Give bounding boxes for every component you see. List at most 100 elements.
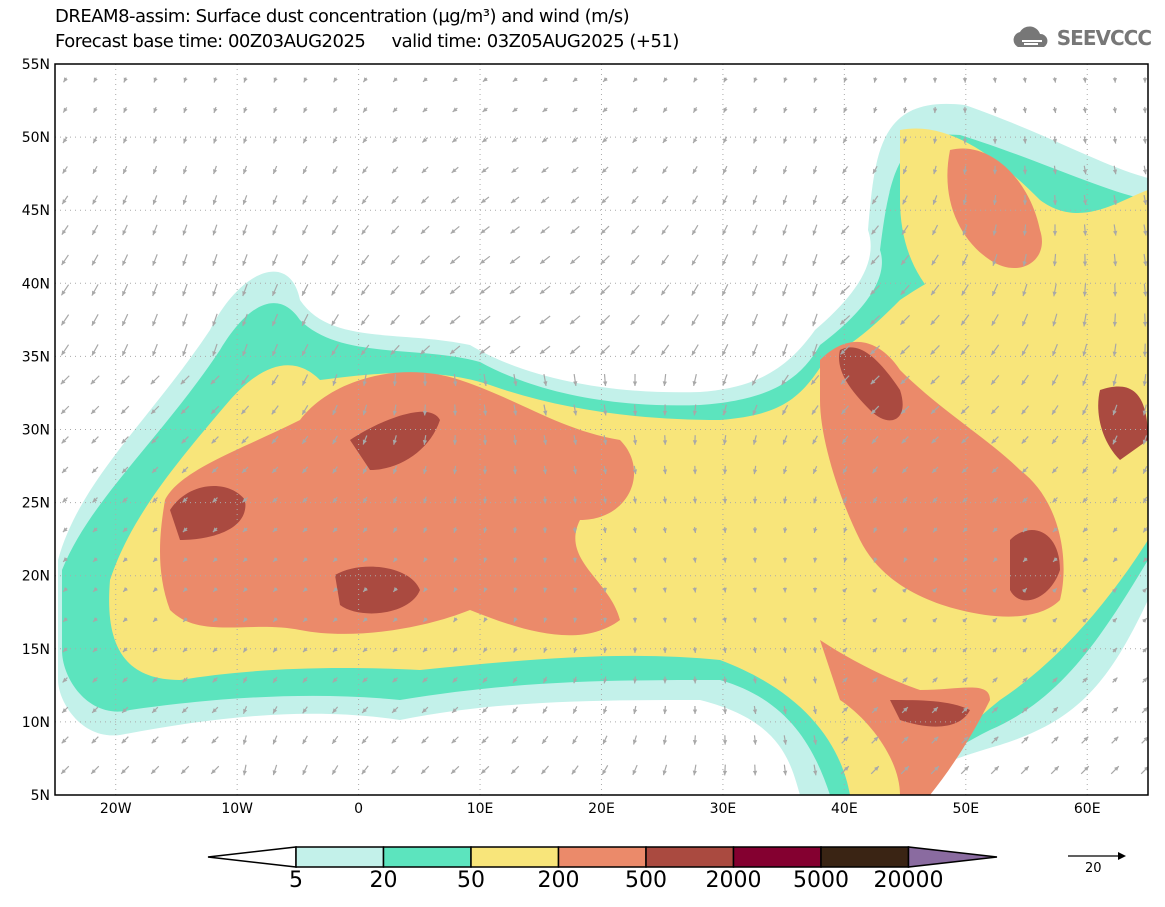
wind-arrow [213, 106, 218, 114]
wind-arrow [482, 435, 488, 445]
wind-arrow [422, 107, 428, 113]
wind-arrow [872, 617, 878, 623]
wind-arrow [182, 254, 188, 266]
wind-arrow [121, 466, 129, 474]
wind-arrow [512, 107, 518, 113]
wind-arrow [782, 705, 788, 715]
wind-arrow [931, 706, 939, 714]
wind-arrow [1022, 77, 1027, 83]
wind-arrow [722, 435, 728, 445]
wind-arrow [482, 465, 488, 475]
colorbar-label: 200 [537, 868, 580, 893]
wind-arrow [602, 107, 608, 113]
wind-arrow [812, 224, 818, 236]
wind-arrow [1051, 466, 1059, 474]
lat-label: 10N [22, 715, 50, 731]
wind-arrow [692, 647, 697, 653]
wind-arrow [242, 195, 248, 205]
wind-arrow [782, 165, 788, 175]
wind-arrow [152, 224, 158, 236]
wind-arrow [420, 765, 430, 775]
wind-arrow [962, 497, 968, 503]
wind-reference-arrow [1068, 852, 1126, 860]
wind-arrow [212, 283, 218, 297]
colorbar-swatch [732, 846, 822, 868]
wind-arrow [513, 373, 518, 387]
wind-arrow [391, 166, 399, 174]
wind-arrow [572, 587, 578, 593]
wind-arrow [722, 374, 728, 386]
wind-arrow [839, 285, 851, 295]
wind-arrow [481, 166, 489, 174]
wind-arrow [842, 677, 848, 683]
wind-arrow [392, 77, 398, 83]
wind-arrow [61, 706, 69, 714]
wind-arrow [871, 435, 879, 445]
wind-arrow [422, 404, 428, 416]
wind-arrow [302, 617, 308, 623]
wind-arrow [723, 106, 728, 114]
wind-arrow [153, 77, 158, 83]
wind-arrow [813, 165, 818, 175]
wind-arrow [453, 587, 458, 593]
wind-arrow [212, 224, 218, 236]
wind-arrow [782, 557, 788, 563]
wind-arrow [722, 764, 728, 776]
wind-arrow [301, 224, 309, 236]
wind-arrow [692, 404, 698, 416]
wind-arrow [452, 373, 458, 387]
wind-arrow [420, 225, 430, 235]
wind-arrow [1142, 617, 1148, 623]
wind-arrow [873, 527, 878, 533]
wind-arrow [1021, 344, 1029, 356]
wind-arrow [991, 466, 999, 474]
wind-arrow [569, 345, 581, 355]
wind-arrow [692, 735, 698, 745]
wind-arrow [152, 343, 158, 357]
wind-arrow [722, 224, 728, 236]
wind-arrow [692, 705, 698, 715]
logo-text: SEEVCCC [1056, 26, 1152, 50]
wind-arrow [512, 496, 518, 504]
wind-arrow [392, 435, 398, 445]
wind-arrow [573, 373, 578, 387]
wind-arrow [811, 405, 819, 415]
lat-label: 50N [22, 130, 50, 146]
wind-arrow [812, 195, 818, 205]
wind-arrow [212, 497, 218, 503]
colorbar-label: 20000 [873, 868, 944, 893]
wind-arrow [933, 557, 938, 563]
wind-arrow [753, 77, 758, 83]
wind-arrow [452, 77, 458, 83]
wind-arrow [753, 106, 758, 114]
wind-arrow [62, 527, 68, 533]
wind-arrow [722, 165, 728, 175]
wind-arrow [782, 224, 788, 236]
wind-arrow [962, 677, 968, 683]
wind-arrow [1113, 224, 1118, 236]
wind-arrow [182, 283, 188, 297]
colorbar-label: 50 [457, 868, 485, 893]
wind-arrow [602, 496, 607, 504]
wind-arrow [303, 77, 308, 83]
wind-arrow [272, 497, 278, 503]
wind-arrow [752, 527, 758, 533]
wind-arrow [1142, 404, 1147, 416]
wind-arrow [211, 436, 219, 444]
wind-arrow [1112, 313, 1118, 327]
wind-arrow [542, 706, 548, 714]
wind-arrow [692, 764, 698, 776]
wind-arrow [390, 314, 400, 326]
wind-arrow [752, 195, 758, 205]
wind-arrow [1141, 736, 1148, 744]
wind-arrow [182, 557, 188, 563]
wind-arrow [569, 285, 581, 295]
wind-arrow [812, 676, 817, 684]
wind-arrow [932, 165, 938, 175]
wind-arrow [302, 706, 308, 714]
colorbar-lower-extension [207, 846, 297, 868]
wind-arrow [1021, 736, 1029, 744]
wind-arrow [390, 284, 400, 296]
wind-arrow [272, 224, 278, 236]
wind-arrow [362, 136, 368, 144]
